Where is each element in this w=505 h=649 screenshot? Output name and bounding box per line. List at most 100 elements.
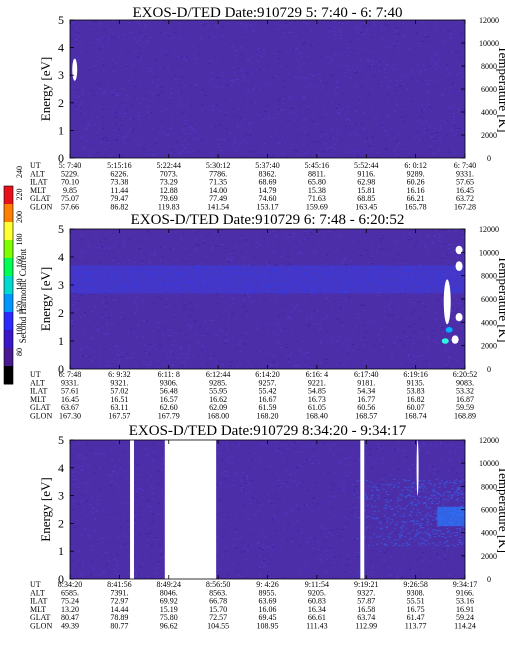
- heatmap-speckle: [409, 532, 412, 534]
- heatmap-speckle: [167, 134, 170, 136]
- heatmap-speckle: [455, 256, 458, 258]
- ephemeris-value: 63.72: [456, 194, 474, 203]
- heatmap-speckle: [141, 138, 144, 140]
- heatmap-speckle: [313, 316, 316, 318]
- heatmap-speckle: [449, 452, 452, 454]
- heatmap-speckle: [252, 288, 255, 290]
- heatmap-speckle: [219, 124, 222, 126]
- heatmap-speckle: [286, 461, 289, 463]
- heatmap-speckle: [109, 252, 112, 254]
- heatmap-speckle: [386, 522, 389, 524]
- heatmap-speckle: [299, 349, 302, 351]
- heatmap-speckle: [279, 21, 282, 23]
- heatmap-speckle: [401, 35, 404, 37]
- heatmap-speckle: [269, 278, 272, 280]
- heatmap-speckle: [434, 513, 437, 515]
- heatmap-speckle: [253, 466, 256, 468]
- heatmap-speckle: [378, 60, 381, 62]
- heatmap-speckle: [324, 572, 327, 574]
- heatmap-speckle: [221, 35, 224, 37]
- heatmap-speckle: [370, 489, 373, 491]
- ephemeris-label: GLAT: [30, 194, 51, 203]
- heatmap-speckle: [110, 36, 113, 38]
- heatmap-speckle: [215, 536, 218, 538]
- heatmap-speckle: [106, 81, 109, 83]
- heatmap-speckle: [87, 28, 90, 30]
- heatmap-speckle: [456, 334, 459, 336]
- heatmap-speckle: [347, 285, 350, 287]
- heatmap-speckle: [356, 31, 359, 33]
- heatmap-speckle: [419, 514, 422, 516]
- heatmap-speckle: [74, 29, 77, 31]
- heatmap-speckle: [358, 479, 361, 481]
- heatmap-speckle: [84, 527, 87, 529]
- heatmap-speckle: [140, 59, 143, 61]
- heatmap-speckle: [195, 123, 198, 125]
- heatmap-speckle: [216, 484, 219, 486]
- heatmap-speckle: [305, 540, 308, 542]
- heatmap-speckle: [294, 322, 297, 324]
- ephemeris-value: 168.00: [207, 412, 229, 421]
- heatmap-speckle: [91, 337, 94, 339]
- heatmap-speckle: [419, 526, 422, 528]
- heatmap-speckle: [120, 112, 123, 114]
- heatmap-speckle: [97, 38, 100, 40]
- heatmap-speckle: [77, 60, 80, 62]
- heatmap-speckle: [91, 507, 94, 509]
- heatmap-speckle: [227, 257, 230, 259]
- heatmap-speckle: [95, 289, 98, 291]
- heatmap-speckle: [417, 343, 420, 345]
- heatmap-speckle: [118, 255, 121, 257]
- heatmap-speckle: [410, 70, 413, 72]
- heatmap-speckle: [168, 304, 171, 306]
- heatmap-speckle: [150, 317, 153, 319]
- heatmap-speckle: [283, 528, 286, 530]
- heatmap-speckle: [333, 496, 336, 498]
- heatmap-speckle: [404, 145, 407, 147]
- heatmap-speckle: [341, 343, 344, 345]
- heatmap-speckle: [442, 49, 445, 51]
- ephemeris-value: 71.35: [209, 178, 227, 187]
- heatmap-speckle: [220, 350, 223, 352]
- heatmap-speckle: [110, 516, 113, 518]
- heatmap-speckle: [424, 79, 427, 81]
- ephemeris-value: 9306.: [160, 378, 178, 387]
- heatmap-speckle: [338, 28, 341, 30]
- heatmap-speckle: [226, 293, 229, 295]
- heatmap-speckle: [82, 457, 85, 459]
- heatmap-speckle: [100, 241, 103, 243]
- heatmap-speckle: [274, 517, 277, 519]
- heatmap-speckle: [220, 537, 223, 539]
- heatmap-speckle: [328, 301, 331, 303]
- heatmap-speckle: [122, 136, 125, 138]
- heatmap-speckle: [106, 108, 109, 110]
- heatmap-speckle: [101, 541, 104, 543]
- heatmap-speckle: [402, 543, 405, 545]
- heatmap-speckle: [357, 351, 360, 353]
- heatmap-speckle: [261, 544, 264, 546]
- heatmap-speckle: [282, 321, 285, 323]
- heatmap-speckle: [415, 489, 418, 491]
- heatmap-speckle: [158, 132, 161, 134]
- heatmap-speckle: [443, 548, 446, 550]
- heatmap-speckle: [225, 269, 228, 271]
- heatmap-speckle: [352, 329, 355, 331]
- heatmap-speckle: [209, 277, 212, 279]
- heatmap-speckle: [349, 51, 352, 53]
- heatmap-speckle: [88, 464, 91, 466]
- heatmap-speckle: [317, 152, 320, 154]
- heatmap-speckle: [229, 268, 232, 270]
- heatmap-speckle: [420, 522, 423, 524]
- heatmap-speckle: [266, 465, 269, 467]
- heatmap-speckle: [136, 20, 139, 22]
- heatmap-speckle: [463, 255, 465, 257]
- heatmap-speckle: [451, 367, 454, 369]
- heatmap-speckle: [257, 109, 260, 111]
- heatmap-speckle: [415, 488, 418, 490]
- heatmap-speckle: [73, 321, 76, 323]
- heatmap-speckle: [278, 476, 281, 478]
- heatmap-speckle: [275, 42, 278, 44]
- heatmap-speckle: [111, 94, 114, 96]
- heatmap-speckle: [425, 320, 428, 322]
- heatmap-speckle: [177, 313, 180, 315]
